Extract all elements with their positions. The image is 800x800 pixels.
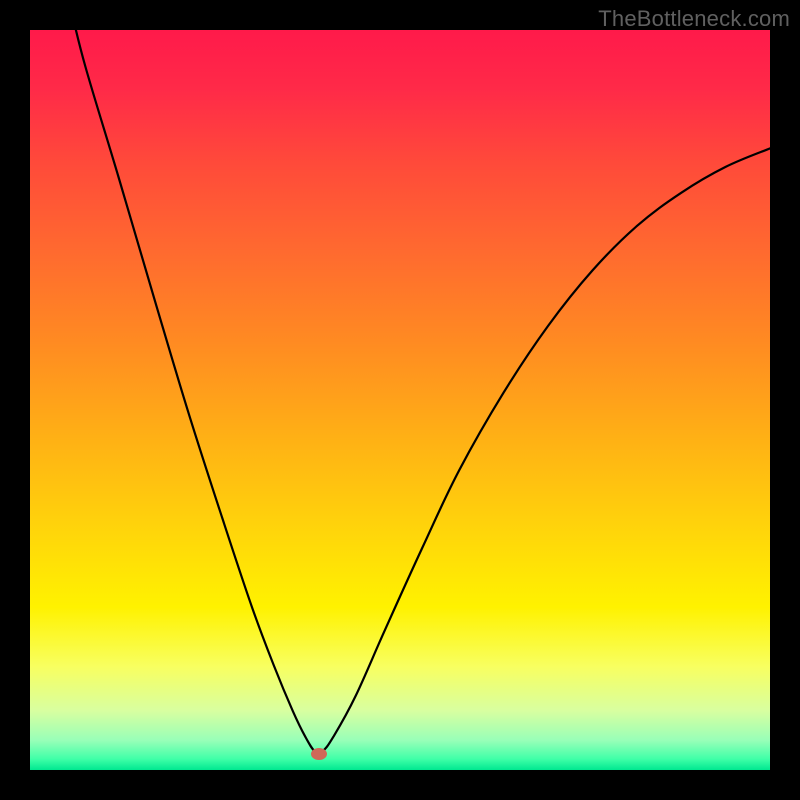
- bottleneck-curve: [30, 30, 770, 770]
- plot-area: [30, 30, 770, 770]
- watermark-text: TheBottleneck.com: [598, 6, 790, 32]
- minimum-marker: [311, 748, 327, 760]
